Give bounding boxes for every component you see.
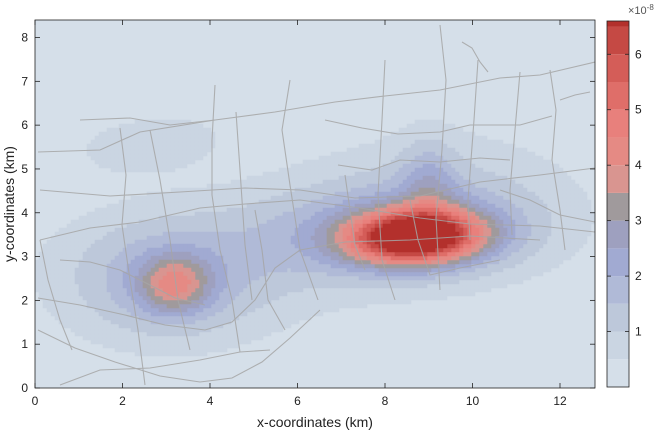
road <box>435 24 447 291</box>
y-tick-label: 8 <box>21 31 28 45</box>
y-axis-label: y-coordinates (km) <box>1 146 17 262</box>
road <box>509 71 521 236</box>
y-tick-label: 3 <box>21 250 28 264</box>
colorbar-segment <box>607 331 629 360</box>
colorbar-exponent: ×10-8 <box>628 3 654 17</box>
colorbar-tick-label: 5 <box>635 103 642 117</box>
x-tick-label: 2 <box>119 394 126 408</box>
road <box>39 167 595 199</box>
y-tick-label: 2 <box>21 293 28 307</box>
road <box>119 127 146 386</box>
colorbar-exponent-power: -8 <box>647 3 655 12</box>
road <box>409 199 501 276</box>
road <box>39 199 595 241</box>
x-tick-label: 0 <box>32 394 39 408</box>
road <box>559 91 591 101</box>
x-tick-label: 10 <box>466 394 480 408</box>
road-network <box>37 24 595 386</box>
colorbar-segment <box>607 137 629 166</box>
colorbar-exponent-base: ×10 <box>628 5 647 17</box>
colorbar-tick-label: 4 <box>635 158 642 172</box>
road <box>235 111 253 301</box>
y-tick-label: 1 <box>21 337 28 351</box>
x-tick-label: 12 <box>553 394 567 408</box>
colorbar: 1 2 3 4 5 6 <box>606 20 642 388</box>
y-tick-label: 4 <box>21 206 28 220</box>
colorbar-frame <box>606 20 630 388</box>
plot-area <box>35 20 595 388</box>
road <box>211 84 241 353</box>
y-tick-label: 6 <box>21 118 28 132</box>
colorbar-segment <box>607 21 629 27</box>
y-tick-label: 5 <box>21 162 28 176</box>
colorbar-tick-label: 6 <box>635 47 642 61</box>
colorbar-segment <box>607 192 629 221</box>
road <box>344 174 366 271</box>
colorbar-tick-label: 2 <box>635 269 642 283</box>
x-tick-label: 8 <box>382 394 389 408</box>
colorbar-tick-label: 3 <box>635 214 642 228</box>
density-contours <box>35 119 595 357</box>
road <box>79 117 216 126</box>
road <box>59 349 271 386</box>
colorbar-tick-label: 1 <box>635 325 642 339</box>
road <box>37 61 595 153</box>
colorbar-segment <box>607 82 629 110</box>
road <box>467 59 479 241</box>
road <box>281 79 319 301</box>
colorbar-segment <box>607 276 629 304</box>
x-tick-label: 6 <box>294 394 301 408</box>
colorbar-segment <box>607 54 629 82</box>
y-tick-label: 0 <box>21 381 28 395</box>
x-tick-label: 4 <box>207 394 214 408</box>
road <box>254 209 286 331</box>
y-axis: 0 1 2 3 4 5 6 7 8 <box>21 31 595 395</box>
colorbar-segment <box>607 248 629 277</box>
colorbar-segment <box>607 109 629 138</box>
colorbar-segment <box>607 165 629 193</box>
road <box>324 115 553 135</box>
colorbar-segment <box>607 26 629 55</box>
road <box>337 157 511 171</box>
x-axis: 0 2 4 6 8 10 12 <box>32 20 567 408</box>
contour-band <box>106 151 532 325</box>
y-tick-label: 7 <box>21 74 28 88</box>
road <box>499 189 595 223</box>
x-axis-label: x-coordinates (km) <box>257 414 373 430</box>
road <box>461 41 489 73</box>
colorbar-segment <box>607 220 629 249</box>
road <box>59 259 206 306</box>
road <box>39 239 73 351</box>
colorbar-segment <box>607 359 629 387</box>
plot-frame <box>34 19 596 389</box>
road <box>377 59 396 301</box>
road <box>549 69 566 251</box>
road <box>37 235 541 331</box>
road <box>37 309 321 383</box>
road <box>149 129 191 351</box>
colorbar-segment <box>607 303 629 332</box>
